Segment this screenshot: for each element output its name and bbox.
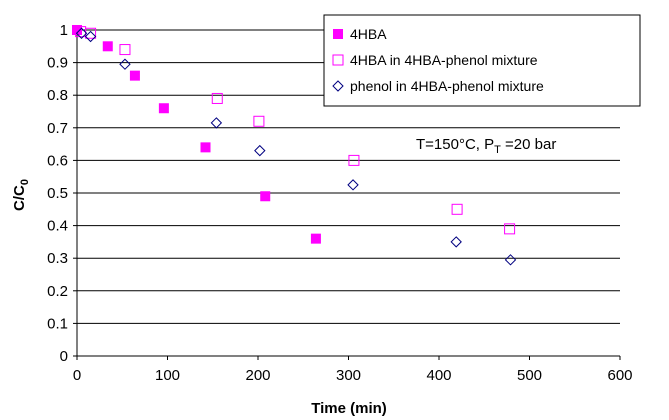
- legend: 4HBA 4HBA in 4HBA-phenol mixture phenol in…: [323, 14, 641, 107]
- y-tick-label: 0.2: [47, 283, 68, 300]
- data-point: [310, 233, 321, 244]
- data-point: [102, 41, 113, 52]
- x-tick-label: 600: [607, 367, 632, 384]
- legend-label: 4HBA: [350, 26, 387, 42]
- legend-marker: [333, 29, 343, 39]
- data-point: [158, 103, 169, 114]
- x-tick-label: 200: [245, 367, 270, 384]
- data-point: [84, 30, 97, 43]
- y-tick-label: 0.4: [47, 218, 68, 235]
- data-point: [75, 27, 88, 39]
- data-point: [253, 115, 265, 127]
- x-tick-label: 0: [73, 367, 81, 384]
- data-point: [450, 236, 462, 248]
- data-point: [348, 154, 360, 166]
- x-tick-label: 500: [517, 367, 542, 384]
- y-tick-label: 0: [60, 348, 68, 365]
- data-point: [129, 70, 140, 81]
- x-tick-labels: 0 100 200 300 400 500 600: [73, 367, 633, 384]
- legend-label: 4HBA in 4HBA-phenol mixture: [350, 52, 538, 68]
- data-point: [260, 191, 271, 202]
- data-point: [347, 179, 359, 191]
- y-tick-label: 0.5: [47, 185, 68, 202]
- y-tick-label: 0.7: [47, 120, 68, 137]
- data-point: [200, 142, 211, 153]
- annotation: T=150°C, PT =20 bar: [416, 136, 556, 156]
- y-tick-label: 0.8: [47, 87, 68, 104]
- series-1: [72, 25, 321, 244]
- series-2: [75, 26, 516, 235]
- data-point: [451, 203, 463, 215]
- legend-label: phenol in 4HBA-phenol mixture: [350, 78, 544, 94]
- y-tick-label: 0.6: [47, 152, 68, 169]
- y-tick-label: 0.9: [47, 55, 68, 72]
- data-points: [72, 25, 517, 266]
- x-tick-label: 400: [426, 367, 451, 384]
- data-point: [211, 92, 223, 104]
- data-point: [119, 44, 131, 56]
- data-point: [85, 27, 97, 39]
- data-point: [504, 223, 516, 235]
- legend-box: [323, 14, 641, 107]
- x-tick-label: 300: [336, 367, 361, 384]
- legend-marker: [332, 80, 344, 92]
- data-point: [254, 144, 266, 157]
- data-point: [210, 117, 223, 129]
- series-3: [75, 27, 517, 266]
- y-tick-label: 0.1: [47, 315, 68, 332]
- x-tick-label: 100: [155, 367, 180, 384]
- legend-marker: [332, 54, 344, 66]
- y-tick-label: 0.3: [47, 250, 68, 267]
- data-point: [72, 25, 82, 35]
- y-tick-labels: 0 0.1 0.2 0.3 0.4 0.5 0.6 0.7 0.8 0.9 1: [47, 22, 68, 365]
- data-point: [119, 58, 131, 70]
- x-axis-title: Time (min): [311, 400, 387, 417]
- y-tick-label: 1: [60, 22, 68, 39]
- y-axis-title: C/C0: [11, 179, 31, 211]
- data-point: [504, 254, 517, 266]
